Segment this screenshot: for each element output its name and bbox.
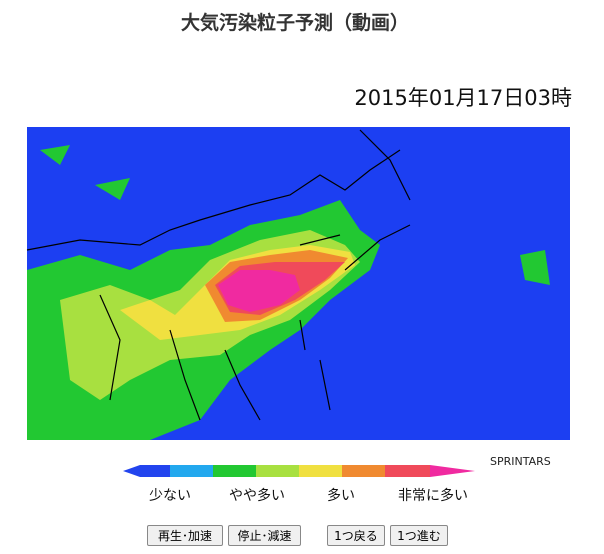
scale-segment xyxy=(385,465,430,477)
map-view xyxy=(26,127,570,477)
scale-arrow-left xyxy=(123,465,140,477)
scale-segment xyxy=(299,465,342,477)
timestamp: 2015年01月17日03時 xyxy=(354,86,572,110)
play-button[interactable]: 再生･加速 xyxy=(147,525,223,546)
forward-button[interactable]: 1つ進む xyxy=(390,525,448,546)
stop-button[interactable]: 停止･減速 xyxy=(228,525,301,546)
legend-label: 少ない xyxy=(149,488,191,504)
back-button[interactable]: 1つ戻る xyxy=(327,525,385,546)
scale-segment xyxy=(342,465,385,477)
pollution-magenta xyxy=(218,270,300,312)
scale-segment xyxy=(213,465,256,477)
legend-label: やや多い xyxy=(229,488,285,504)
legend-label: 多い xyxy=(327,488,355,504)
scale-segment xyxy=(170,465,213,477)
scale-arrow-right xyxy=(430,465,475,477)
scale-segment xyxy=(256,465,299,477)
borders xyxy=(26,129,411,421)
scale-segment xyxy=(140,465,170,477)
credit: SPRINTARS xyxy=(490,455,551,468)
legend-label: 非常に多い xyxy=(398,488,468,504)
page-title: 大気汚染粒子予測（動画） xyxy=(180,12,409,34)
